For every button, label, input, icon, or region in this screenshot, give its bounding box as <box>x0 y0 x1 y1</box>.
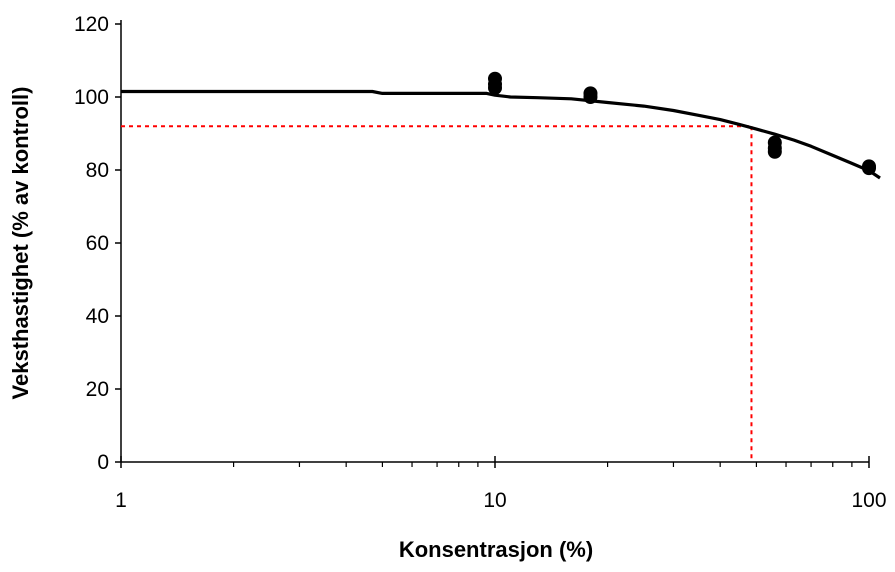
x-tick-label: 100 <box>851 489 886 512</box>
x-tick-label: 10 <box>483 489 506 512</box>
data-point <box>583 90 598 104</box>
y-tick-label: 60 <box>86 232 109 255</box>
data-point <box>488 80 502 95</box>
y-axis-title: Veksthastighet (% av kontroll) <box>8 87 33 400</box>
x-axis-title: Konsentrasjon (%) <box>399 537 593 562</box>
y-tick-label: 40 <box>86 305 109 328</box>
y-tick-label: 0 <box>97 451 109 474</box>
data-point <box>862 161 876 176</box>
data-point <box>767 144 782 159</box>
y-tick-label: 100 <box>74 86 109 109</box>
x-tick-label: 1 <box>115 489 127 512</box>
y-tick-label: 20 <box>86 378 109 401</box>
y-tick-label: 80 <box>86 159 109 182</box>
fitted-curve <box>121 89 881 180</box>
y-tick-label: 120 <box>74 13 109 36</box>
